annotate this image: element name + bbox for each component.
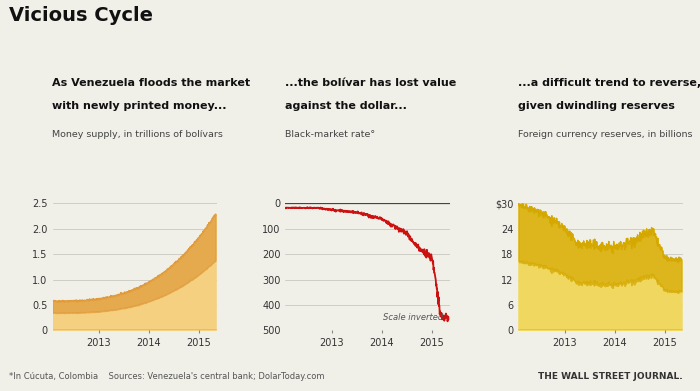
Text: As Venezuela floods the market: As Venezuela floods the market [52,78,251,88]
Text: Money supply, in trillions of bolívars: Money supply, in trillions of bolívars [52,130,223,139]
Text: Vicious Cycle: Vicious Cycle [9,6,153,25]
Text: Black-market rate°: Black-market rate° [286,130,376,139]
Text: given dwindling reserves: given dwindling reserves [519,101,676,111]
Text: against the dollar...: against the dollar... [286,101,407,111]
Text: *In Cúcuta, Colombia    Sources: Venezuela's central bank; DolarToday.com: *In Cúcuta, Colombia Sources: Venezuela'… [9,372,325,381]
Text: ...the bolívar has lost value: ...the bolívar has lost value [286,78,456,88]
Text: Foreign currency reserves, in billions: Foreign currency reserves, in billions [519,130,693,139]
Text: THE WALL STREET JOURNAL.: THE WALL STREET JOURNAL. [538,372,682,381]
Text: ...a difficult trend to reverse,: ...a difficult trend to reverse, [519,78,700,88]
Text: Scale inverted: Scale inverted [383,313,443,322]
Text: with newly printed money...: with newly printed money... [52,101,227,111]
